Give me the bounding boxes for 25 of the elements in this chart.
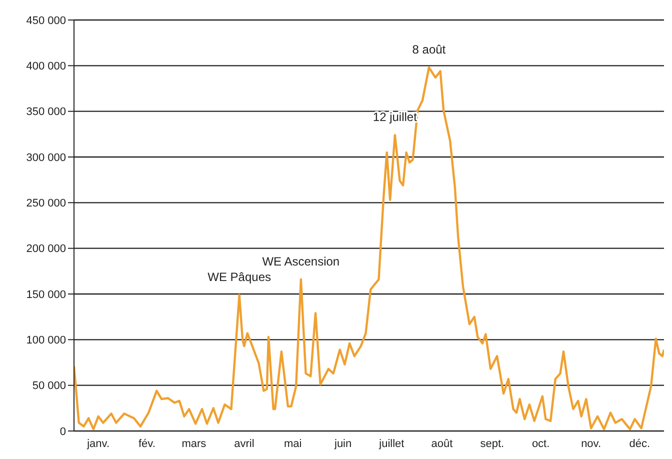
- annotation: WE Ascension: [262, 254, 340, 268]
- y-tick-label: 300 000: [26, 152, 66, 164]
- y-tick-label: 100 000: [26, 334, 66, 347]
- x-tick-label: juin: [334, 438, 352, 450]
- y-tick-label: 0: [60, 426, 66, 438]
- annotation: WE Pâques: [208, 270, 272, 284]
- x-tick-label: fév.: [138, 438, 156, 450]
- x-tick-label: sept.: [480, 438, 504, 450]
- x-tick-label: août: [431, 438, 453, 450]
- y-tick-label: 450 000: [26, 14, 66, 27]
- y-tick-label: 50 000: [32, 380, 66, 392]
- y-tick-label: 400 000: [26, 60, 66, 73]
- y-tick-label: 350 000: [26, 106, 66, 118]
- x-tick-label: mars: [182, 438, 207, 450]
- x-tick-label: déc.: [629, 438, 650, 450]
- y-tick-label: 150 000: [26, 288, 66, 301]
- x-tick-label: avril: [234, 438, 254, 450]
- x-tick-label: mai: [284, 438, 302, 450]
- y-tick-label: 250 000: [26, 198, 66, 210]
- annotation: 8 août: [412, 42, 446, 56]
- x-tick-label: oct.: [532, 438, 550, 450]
- x-tick-label: janv.: [86, 438, 110, 450]
- y-tick-label: 200 000: [26, 243, 66, 256]
- x-tick-label: nov.: [581, 438, 602, 450]
- x-tick-label: juillet: [378, 438, 404, 450]
